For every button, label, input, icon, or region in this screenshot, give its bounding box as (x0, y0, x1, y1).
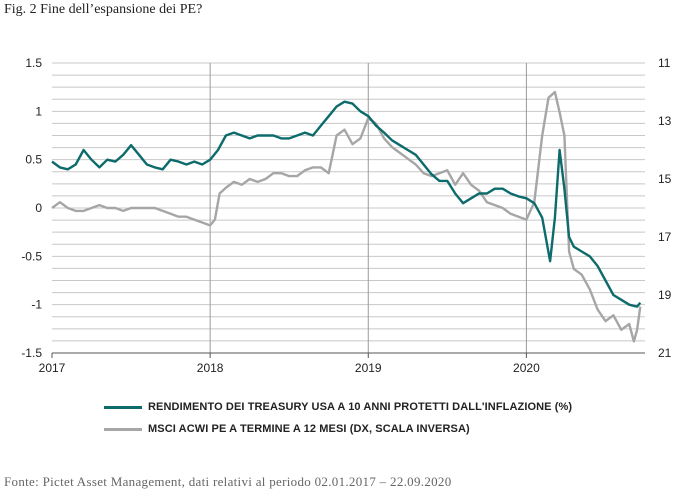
chart-title: Fig. 2 Fine dell’espansione dei PE? (4, 2, 203, 17)
legend-label-pe: MSCI ACWI PE A TERMINE A 12 MESI (DX, SC… (148, 423, 470, 435)
series-lines (51, 90, 642, 343)
legend-label-tips: RENDIMENTO DEI TREASURY USA A 10 ANNI PR… (148, 401, 573, 413)
y-left-tick-label: 1 (35, 104, 42, 118)
y-right-tick-label: 11 (658, 56, 671, 70)
y-left-tick-label: -0.5 (21, 249, 42, 263)
legend-item-tips: RENDIMENTO DEI TREASURY USA A 10 ANNI PR… (104, 396, 572, 418)
y-left-tick-label: -1.5 (21, 346, 42, 360)
series-line-msci-pe (51, 90, 642, 343)
y-left-tick-label: 1.5 (25, 56, 42, 70)
y-right-tick-label: 17 (658, 230, 672, 244)
y-right-tick-label: 15 (658, 172, 672, 186)
legend-item-pe: MSCI ACWI PE A TERMINE A 12 MESI (DX, SC… (104, 418, 572, 440)
y-left-tick-label: 0 (35, 201, 42, 215)
source-note: Fonte: Pictet Asset Management, dati rel… (4, 474, 452, 489)
x-tick-label: 2018 (197, 361, 224, 375)
x-tick-label: 2019 (355, 361, 382, 375)
y-right-tick-label: 13 (658, 114, 672, 128)
axes: 2017 2018 2019 2020 1.5 1 0.5 0 -0.5 -1 -1.5 11 13 15… (21, 56, 671, 375)
legend-swatch-gray (104, 427, 142, 431)
y-left-tick-label: -1 (31, 298, 42, 312)
series-line-tips-yield (51, 100, 642, 308)
x-tick-label: 2020 (513, 361, 540, 375)
y-left-tick-label: 0.5 (25, 153, 42, 167)
legend: RENDIMENTO DEI TREASURY USA A 10 ANNI PR… (104, 396, 572, 440)
x-tick-label: 2017 (39, 361, 66, 375)
legend-swatch-teal (104, 405, 142, 409)
y-right-tick-label: 21 (658, 346, 672, 360)
y-right-tick-label: 19 (658, 288, 672, 302)
